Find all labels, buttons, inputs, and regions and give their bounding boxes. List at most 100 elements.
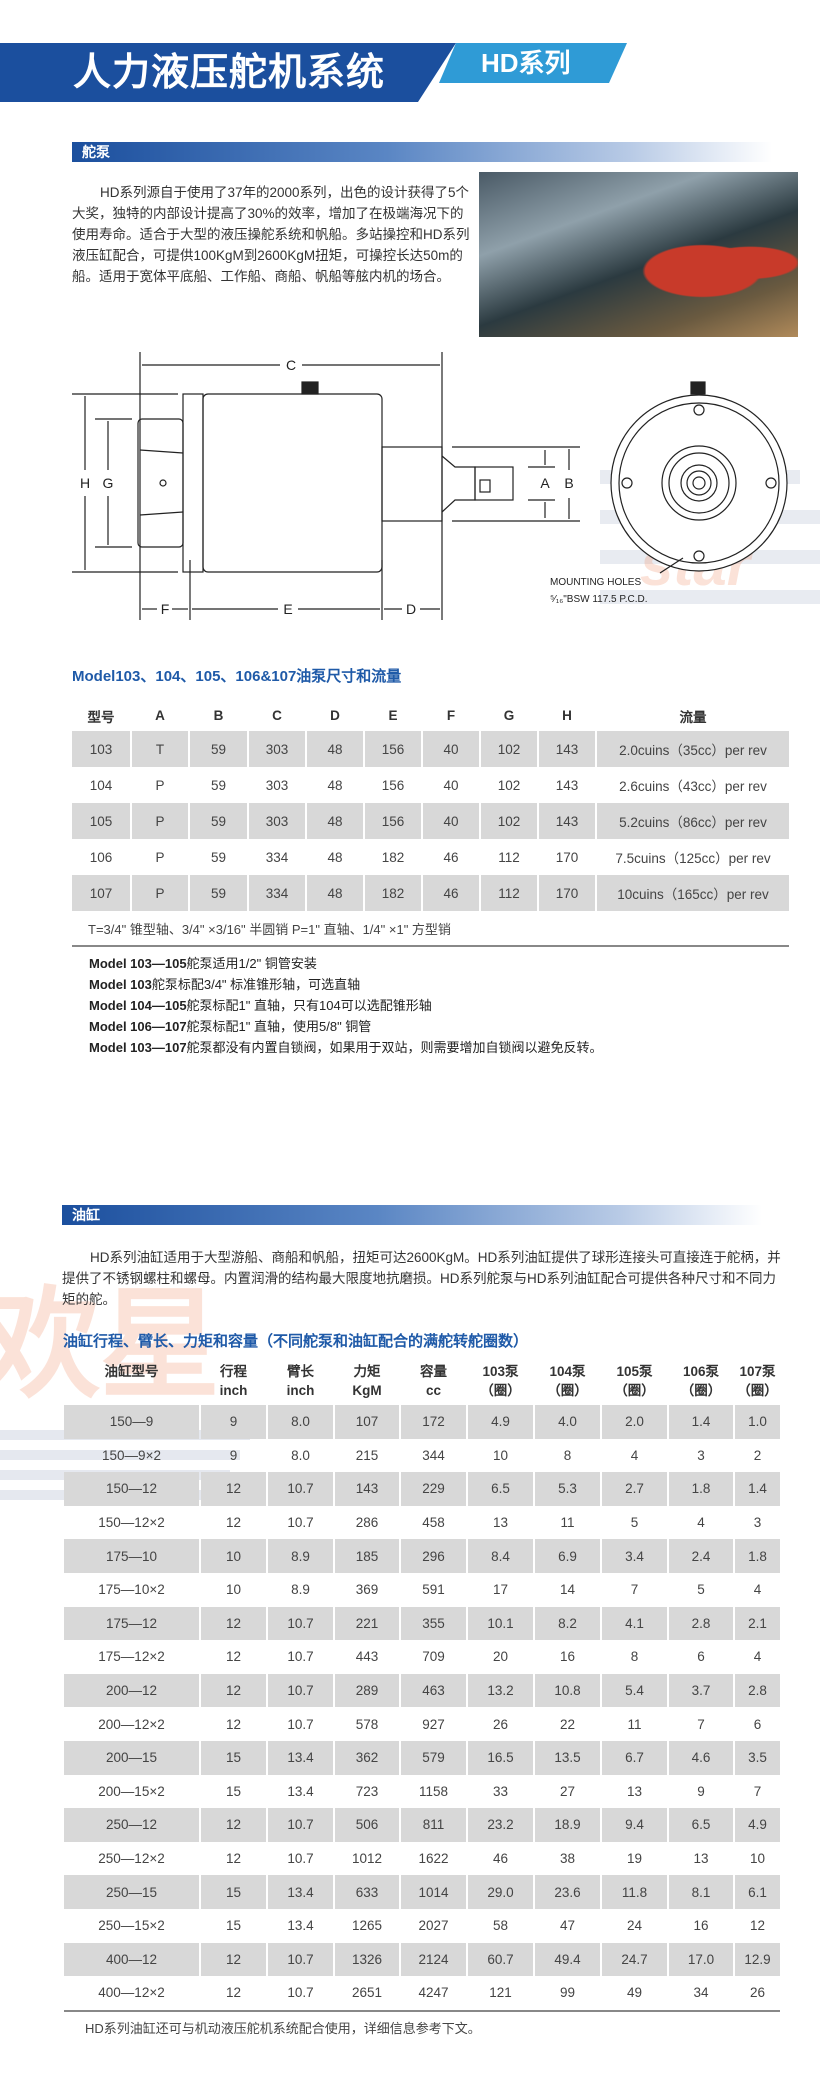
table-cell: 150—9×2 [102,1447,161,1463]
table-cell: 355 [401,1606,466,1641]
header-banner [0,43,456,102]
table-cell: 12 [201,1942,266,1977]
table-cell: 15 [201,1740,266,1775]
table-cell: 20 [492,1649,509,1665]
table-cell: 13 [693,1851,709,1867]
column-header: B [213,708,224,723]
table-cell: 11 [560,1515,575,1531]
table-cell: 150—12×2 [98,1515,165,1531]
table-cell: 99 [559,1985,576,2001]
table-cell: 1.4 [735,1472,780,1506]
table-cell: 8.9 [268,1539,333,1573]
table-row: 250—12 12 10.7 506 811 23.2 18.9 9.4 6.5 4.9 [64,1808,780,1842]
table-cell: 112 [481,875,537,911]
table-cell: 175—12×2 [98,1649,165,1665]
table-cell: 46 [423,875,479,911]
note-text: 舵泵都没有内置自锁阀，如果用于双站，则需要增加自锁阀以避免反转。 [186,1040,603,1055]
note-line: Model 106—107舵泵标配1" 直轴，使用5/8" 铜管 [89,1016,603,1037]
table-cell: 16 [693,1918,709,1934]
table-cell: 3 [697,1447,705,1463]
label-c: C [286,357,296,373]
table-cell: 6.5 [669,1808,733,1842]
table-row: 107 P 59 334 48 182 46 112 170 10cuins（165cc）per … [72,875,789,911]
table-cell: 9.4 [602,1808,667,1842]
table-cell: 12 [225,1649,242,1665]
column-header: A [155,708,165,723]
column-header: 油缸型号 [64,1362,199,1405]
table-cell: 633 [335,1875,399,1909]
shaft-housing [381,446,443,522]
table-cell: 1622 [418,1851,449,1867]
table-cell: 10.7 [287,1649,314,1665]
table-row: 175—12×2 12 10.7 443 709 20 16 8 6 4 [64,1640,780,1674]
table-cell: 303 [265,777,289,793]
table-cell: 29.0 [468,1875,533,1909]
table-cell: 143 [555,777,579,793]
table-cell: 10cuins（165cc）per rev [597,875,789,911]
note-text: 舵泵标配1" 直轴，只有104可以选配锥形轴 [186,998,432,1013]
table-cell: 5.4 [602,1673,667,1708]
divider [64,2010,780,2012]
note-text: 舵泵标配1" 直轴，使用5/8" 铜管 [186,1019,372,1034]
column-header: C [272,708,282,723]
table-cell: 229 [401,1472,466,1506]
pump-dimensions-table: 型号 A B C D E F G H 流量 103 T 59 303 48 156 40 102 143 2.0cu… [70,700,791,911]
table-cell: 27 [559,1783,576,1799]
table-cell: 15 [201,1875,266,1909]
table-cell: 143 [539,731,595,767]
note-model: Model 103—107 [89,1040,187,1055]
table-cell: 12 [225,1851,242,1867]
table-cell: 4247 [418,1985,449,2001]
table-cell: 102 [497,777,521,793]
table-cell: 24 [626,1918,643,1934]
table-cell: 5 [630,1515,639,1531]
table-cell: 250—15 [64,1875,199,1909]
table-cell: 12 [225,1515,242,1531]
table-cell: 3.7 [669,1673,733,1708]
table-cell: 12 [201,1606,266,1641]
header-line: 臂长 [287,1364,314,1379]
table-cell: 8.0 [268,1405,333,1439]
column-header: 105泵 （圈） [602,1362,667,1405]
table-cell: 250—12×2 [98,1851,165,1867]
table-cell: 23.6 [535,1875,600,1909]
table-cell: 143 [539,803,595,839]
pump-table-title: Model103、104、105、106&107油泵尺寸和流量 [72,668,402,685]
table-row: 104 P 59 303 48 156 40 102 143 2.6cuins（43cc）per … [72,767,789,803]
table-row: 175—10 10 8.9 185 296 8.4 6.9 3.4 2.4 1.8 [64,1539,780,1573]
label-a: A [540,475,550,491]
table-cell: 40 [423,803,479,839]
table-cell: 591 [422,1582,445,1598]
table-cell: 10.8 [535,1673,600,1708]
table-cell: 15 [225,1918,242,1934]
table-cell: 6 [697,1649,705,1665]
table-cell: 4 [753,1582,762,1598]
note-model: Model 103—105 [89,956,187,971]
label-d: D [406,601,416,617]
label-h: H [80,475,90,491]
column-header: F [446,708,456,723]
table-cell: 200—15×2 [98,1783,165,1799]
table-cell: 458 [422,1515,445,1531]
table-cell: 1265 [351,1918,383,1934]
table-cell: 2.8 [735,1673,780,1708]
table-cell: 8 [563,1447,572,1463]
table-cell: 12 [225,1716,242,1732]
table-cell: 200—12×2 [98,1716,165,1732]
table-cell: 13.2 [468,1673,533,1708]
table-cell: 1012 [351,1851,383,1867]
pump-description: HD系列源自于使用了37年的2000系列，出色的设计获得了5个大奖，独特的内部设… [72,185,470,284]
column-header: D [330,708,340,723]
table-cell: 303 [249,731,305,767]
table-cell: 143 [335,1472,399,1506]
note-model: Model 103 [89,977,152,992]
table-cell: 17.0 [669,1942,733,1977]
table-cell: 8.4 [468,1539,533,1573]
cylinder-description: HD系列油缸适用于大型游船、商船和帆船，扭矩可达2600KgM。HD系列油缸提供… [62,1250,781,1307]
table-cell: 10.7 [268,1673,333,1708]
note-line: Model 104—105舵泵标配1" 直轴，只有104可以选配锥形轴 [89,995,603,1016]
table-cell: 23.2 [468,1808,533,1842]
label-f: F [161,601,170,617]
cylinder-table: 油缸型号 行程 inch 臂长 inch 力矩 KgM 容量 cc 103泵 （圈） 104泵 （圈） 1… [62,1362,782,2010]
table-cell: 463 [401,1673,466,1708]
